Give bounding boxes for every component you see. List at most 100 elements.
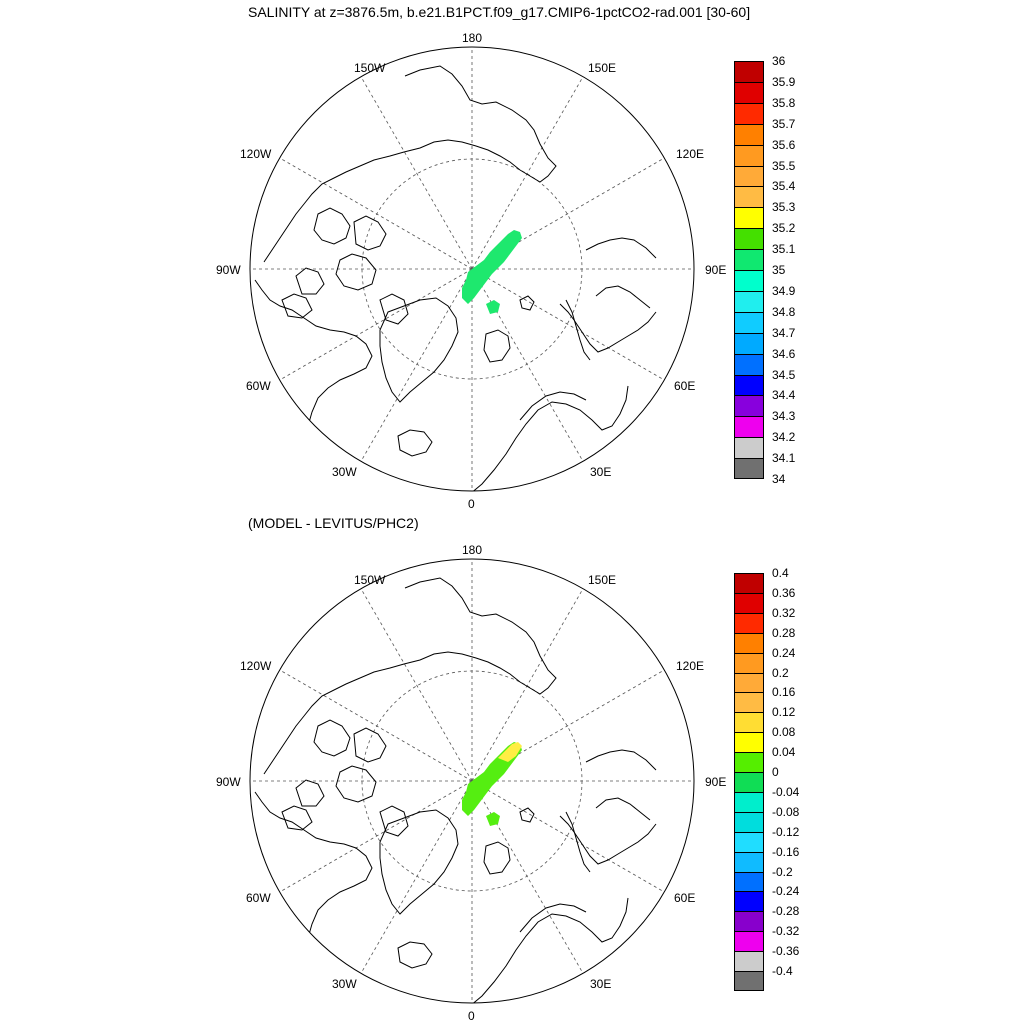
colorbar-label: -0.2 — [772, 864, 793, 879]
coastline — [565, 811, 591, 873]
colorbar-swatch — [734, 951, 764, 972]
bottom-landmass-outlines — [254, 577, 657, 1003]
bottom-label-30w: 30W — [332, 977, 357, 991]
colorbar-swatch — [734, 458, 764, 480]
colorbar-label: 0.08 — [772, 725, 796, 740]
colorbar-label: 35.5 — [772, 158, 796, 173]
colorbar-label: 34.1 — [772, 451, 796, 466]
bottom-difference-field — [462, 742, 522, 826]
meridian-line — [471, 780, 665, 893]
bottom-map-boundary — [249, 558, 695, 1004]
colorbar-label: 35.8 — [772, 95, 796, 110]
colorbar-label: 34.7 — [772, 325, 796, 340]
colorbar-swatch — [734, 102, 764, 125]
top-label-90w: 90W — [216, 263, 241, 277]
colorbar-swatch — [734, 911, 764, 932]
colorbar-swatch — [734, 395, 764, 417]
coastline — [313, 207, 351, 245]
colorbar-label: 36 — [772, 54, 786, 68]
field-patch — [486, 300, 500, 314]
colorbar-swatch — [734, 374, 764, 396]
colorbar-swatch — [734, 851, 764, 873]
coastline — [353, 215, 387, 251]
colorbar-swatch — [734, 971, 764, 992]
colorbar-swatch — [734, 270, 764, 292]
colorbar-swatch — [734, 123, 764, 146]
colorbar-swatch — [734, 207, 764, 229]
coastline — [595, 797, 651, 821]
coastline — [397, 941, 433, 969]
colorbar-label: 35.3 — [772, 200, 796, 215]
coastline — [519, 903, 587, 933]
coastline — [295, 779, 325, 807]
colorbar-swatch — [734, 228, 764, 250]
top-label-180: 180 — [462, 31, 482, 45]
colorbar-label: 35.2 — [772, 221, 796, 236]
bottom-longitude-labels: 180 150W 150E 120W 120E 90W 90E 60W 60E … — [216, 543, 726, 1023]
bottom-label-0: 0 — [468, 1009, 475, 1023]
top-colorbar: 36 35.9 35.8 35.7 35.6 35.5 35.4 35.3 35.2 35.1 35… — [734, 54, 795, 486]
bottom-label-120e: 120E — [676, 659, 704, 673]
coastline — [469, 897, 629, 1003]
colorbar-label: 0.24 — [772, 645, 796, 660]
coastline — [559, 303, 575, 321]
bottom-label-150e: 150E — [588, 573, 616, 587]
coastline — [519, 807, 535, 823]
colorbar-swatch — [734, 144, 764, 166]
coastline — [397, 429, 433, 457]
coastline — [483, 841, 511, 875]
bottom-label-90e: 90E — [705, 775, 726, 789]
coastline — [254, 279, 373, 427]
colorbar-swatch — [734, 612, 764, 634]
meridian-line — [471, 268, 665, 381]
top-landmass-outlines — [254, 65, 657, 491]
meridian-line — [471, 76, 584, 270]
colorbar-swatch — [734, 831, 764, 853]
bottom-label-180: 180 — [462, 543, 482, 557]
coastline — [585, 237, 657, 259]
colorbar-label: 0.28 — [772, 625, 796, 640]
colorbar-label: 35.9 — [772, 74, 796, 89]
colorbar-swatch — [734, 931, 764, 952]
colorbar-swatch — [734, 437, 764, 459]
coastline — [263, 577, 557, 775]
coastline — [379, 293, 409, 325]
colorbar-label: 35.7 — [772, 116, 796, 131]
colorbar-swatch — [734, 186, 764, 208]
colorbar-label: 0.16 — [772, 685, 796, 700]
bottom-label-30e: 30E — [590, 977, 611, 991]
colorbar-label: 34 — [772, 472, 786, 486]
colorbar-swatch — [734, 416, 764, 438]
bottom-polar-map: 180 150W 150E 120W 120E 90W 90E 60W 60E … — [216, 543, 726, 1023]
colorbar-swatch — [734, 165, 764, 187]
colorbar-swatch — [734, 573, 764, 594]
bottom-panel-title: (MODEL - LEVITUS/PHC2) — [248, 515, 419, 531]
colorbar-label: 0.2 — [772, 665, 789, 680]
top-label-150e: 150E — [588, 61, 616, 75]
colorbar-swatch — [734, 811, 764, 833]
coastline — [281, 805, 313, 831]
coastline — [335, 765, 377, 803]
colorbar-label: 34.3 — [772, 409, 796, 424]
coastline — [335, 253, 377, 291]
bottom-colorbar: 0.4 0.36 0.32 0.28 0.24 0.2 0.16 0.12 0.08 0.04 0 -… — [734, 566, 799, 992]
meridian-line — [471, 780, 584, 974]
colorbar-swatch — [734, 732, 764, 753]
coastline — [281, 293, 313, 319]
coastline — [263, 65, 557, 263]
colorbar-swatch — [734, 672, 764, 693]
colorbar-swatch — [734, 652, 764, 673]
top-label-120w: 120W — [240, 147, 272, 161]
colorbar-label: 35 — [772, 263, 786, 277]
top-label-30e: 30E — [590, 465, 611, 479]
coastline — [353, 727, 387, 763]
coastline — [254, 791, 373, 939]
top-label-120e: 120E — [676, 147, 704, 161]
meridian-line — [279, 157, 473, 270]
bottom-label-60w: 60W — [246, 891, 271, 905]
meridian-line — [279, 669, 473, 782]
coastline — [379, 805, 409, 837]
coastline — [573, 823, 657, 865]
top-label-60e: 60E — [674, 379, 695, 393]
colorbar-label: 0.32 — [772, 605, 796, 620]
